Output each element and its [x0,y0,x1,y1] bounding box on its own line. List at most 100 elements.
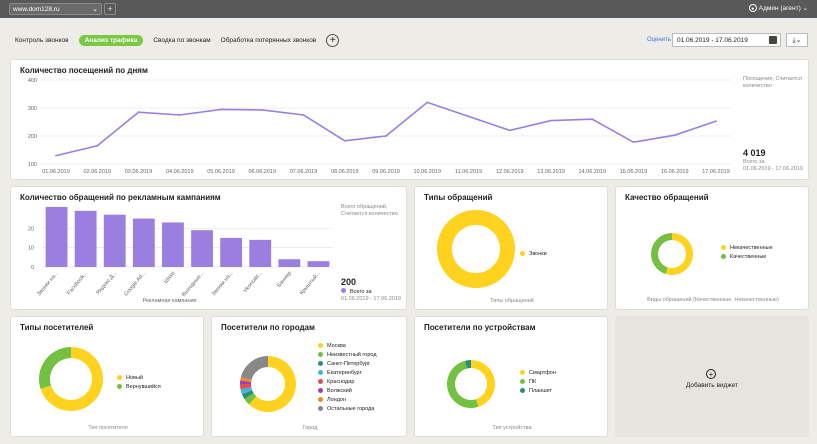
request-types-caption: Типы обращений [490,298,534,304]
x-tick-label: Звонки на... [36,270,60,297]
data-point [96,144,99,147]
bar [103,214,126,267]
legend-label: Екатеринбург [327,369,362,376]
legend-swatch [520,379,525,384]
data-point [715,120,717,123]
user-name: Админ (агент) [758,5,801,12]
legend-item[interactable]: Смартфон [520,368,556,377]
user-icon: ● [748,4,757,13]
legend-label: Качественные [730,253,767,260]
legend-label: Смартфон [529,369,556,376]
legend-swatch [520,388,525,393]
data-point [178,114,181,116]
devices-donut [446,360,495,408]
pie-slice [651,233,672,274]
devices-card: Посетители по устройствам Смартфон ПК План… [414,316,608,437]
legend-item[interactable]: Планшет [520,386,556,395]
data-point [673,134,676,137]
legend-item[interactable]: Остальные города [318,404,377,413]
legend-swatch [520,370,525,375]
visits-legend: Посещения, Считается количество [743,76,802,89]
visits-total-label: Всего за [743,159,765,165]
visitor-types-card: Типы посетителей Новый Вернувшийся Тип по… [10,316,204,437]
legend-item[interactable]: Краснодар [318,377,377,386]
tab-lost-calls[interactable]: Обработка потерянных звонков [220,36,317,44]
visitor-types-title: Типы посетителей [20,323,94,332]
visits-card: Количество посещений по дням 100 200 300 40… [10,59,809,180]
legend-item[interactable]: Неизвестный город [318,350,377,359]
visits-line-chart: 100 200 300 400 01.06.2019 02.06.2019 03.06.20… [28,78,731,175]
pie-slice [240,384,252,390]
legend-item[interactable]: Некачественные [721,243,773,252]
y-tick-label: 200 [28,134,37,140]
legend-swatch [318,352,323,357]
plus-icon[interactable]: + [706,369,716,379]
rate-link[interactable]: Оценить [647,37,671,43]
campaigns-title: Количество обращений по рекламным кампан… [20,193,221,202]
legend-item[interactable]: Санкт-Петербург [318,359,377,368]
cities-title: Посетители по городам [221,323,315,332]
legend-swatch [117,375,122,380]
legend-item[interactable]: Волжский [318,386,377,395]
request-types-title: Типы обращений [424,193,493,202]
visitor-types-caption: Тип посетителя [88,425,128,431]
data-point [550,119,552,122]
x-tick-label: 13.06.2019 [537,169,565,175]
add-site-button[interactable]: + [104,3,116,15]
x-tick-label: 06.06.2019 [248,169,276,175]
legend-item[interactable]: Вернувшийся [117,382,161,391]
tab-traffic-analysis[interactable]: Анализ трафика [78,34,144,46]
tab-call-control[interactable]: Контроль звонков [15,36,69,44]
legend-swatch [318,388,323,393]
pie-slice [665,233,693,275]
bar [45,206,68,267]
visits-total-range: 01.06.2019 - 17.06.2019 [743,166,803,172]
bar [307,261,330,267]
x-tick-label: 17.06.2019 [702,169,730,175]
x-tick-label: 03.06.2019 [125,169,153,175]
legend-item[interactable]: Лондон [318,395,377,404]
x-tick-label: 05.06.2019 [207,169,235,175]
add-tab-button[interactable]: + [326,33,340,47]
legend-label: Краснодар [327,378,355,385]
x-tick-label: 04.06.2019 [166,169,194,175]
pie-slice [240,377,252,382]
pie-slice [38,347,71,389]
data-point [467,115,470,118]
legend-label: Звонки [529,250,547,257]
campaigns-total: 200 [341,277,357,287]
legend-swatch [318,370,323,375]
calendar-icon[interactable] [769,36,777,44]
tab-call-summary[interactable]: Сводка по звонкам [153,36,211,44]
site-select[interactable]: www.dom128.ru ⌄ [9,3,102,15]
data-point [261,109,264,111]
legend-label: Остальные города [327,405,375,412]
legend-item[interactable]: Качественные [721,252,773,261]
y-tick-label: 300 [28,106,37,112]
data-point [632,141,635,144]
legend-item[interactable]: Москва [318,341,377,350]
legend-item[interactable]: Звонки [520,249,547,258]
add-widget-card[interactable]: + Добавить виджет [615,316,809,437]
legend-item[interactable]: Екатеринбург [318,368,377,377]
export-button[interactable]: ⤓⌄ [786,33,808,47]
x-tick-label: Шахи [163,270,177,285]
cities-legend: Москва Неизвестный город Санкт-Петербург Ек… [318,341,377,413]
legend-label: Москва [327,342,346,349]
legend-label: Неизвестный город [327,351,377,358]
cities-card: Посетители по городам Москва Неизвестный … [211,316,407,437]
x-tick-label: 12.06.2019 [496,169,524,175]
bar [220,237,243,267]
visitor-types-donut [38,347,103,411]
legend-item[interactable]: ПК [520,377,556,386]
legend-item[interactable]: Новый [117,373,161,382]
legend-swatch [721,245,726,250]
date-range-field[interactable]: 01.06.2019 - 17.06.2019 [672,33,781,47]
user-menu[interactable]: ● Админ (агент) ⌄ [748,3,808,15]
legend-swatch [520,251,525,256]
legend-swatch [318,361,323,366]
devices-legend: Смартфон ПК Планшет [520,368,556,395]
devices-caption: Тип устройства [492,425,532,431]
x-tick-label: Крыштый... [298,269,322,296]
pie-slice [446,360,479,408]
